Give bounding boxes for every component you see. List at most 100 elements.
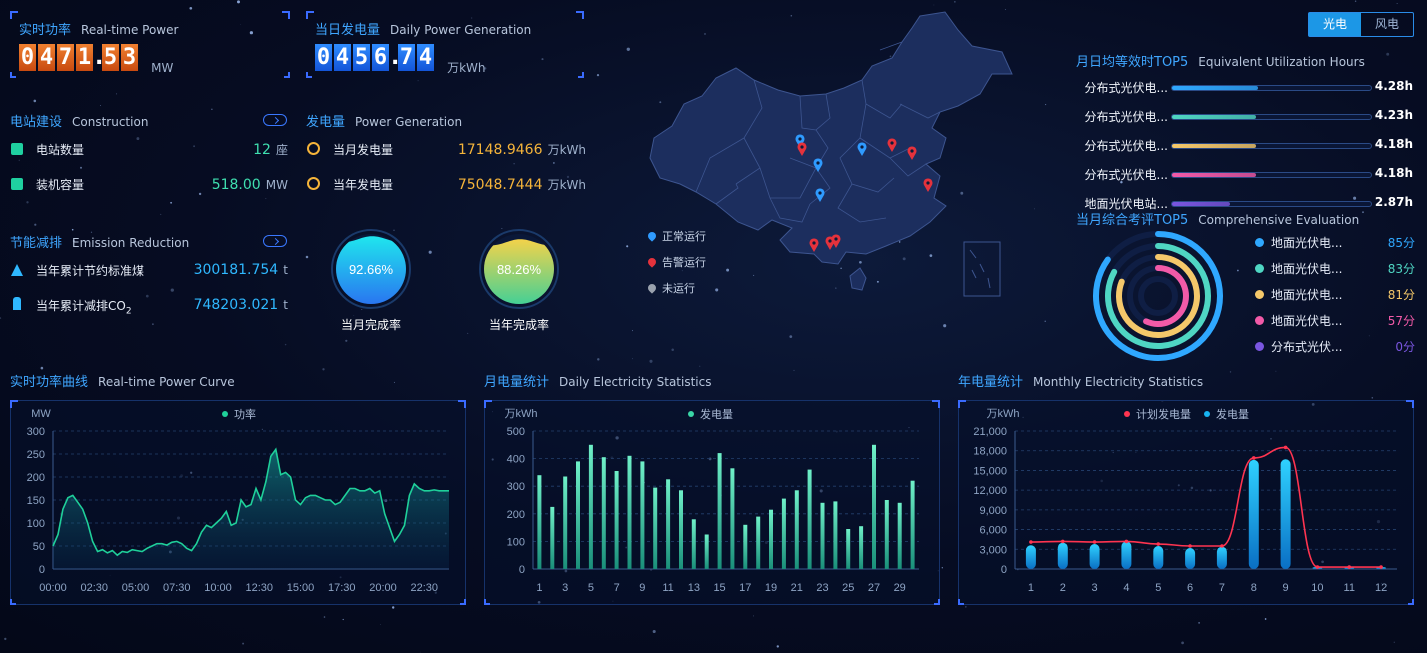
star (1264, 618, 1267, 620)
daily-bar (588, 444, 593, 569)
map-pin-center (816, 161, 820, 165)
star (193, 145, 196, 148)
legend-dot (1204, 411, 1210, 417)
pin-icon (646, 256, 658, 268)
planned-generation-point (1188, 544, 1192, 548)
top5-label: 分布式光伏电... (1084, 110, 1168, 124)
y-axis-label: MW (31, 408, 51, 420)
x-tick-label: 11 (662, 582, 673, 594)
daily-bar (910, 480, 915, 569)
realtime-curve-title-en: Real-time Power Curve (98, 375, 235, 389)
star (323, 616, 326, 618)
evaluation-legend-dot (1255, 264, 1264, 273)
daily-generation-title-en: Daily Power Generation (390, 23, 532, 37)
star (33, 99, 37, 103)
planned-generation-point (1379, 565, 1383, 569)
star (242, 642, 245, 645)
x-tick-label: 1 (1028, 582, 1034, 594)
daily-bar (717, 453, 722, 569)
star (18, 159, 20, 161)
emission-expand-toggle[interactable] (263, 235, 287, 247)
daily-stats-title-en: Daily Electricity Statistics (559, 375, 712, 389)
evaluation-label: 地面光伏电... (1271, 236, 1343, 250)
co2-reduction-value: 748203.021 (193, 297, 279, 313)
map-pin-icon (815, 188, 825, 202)
planned-generation-point (1124, 539, 1129, 544)
toggle-solar-button[interactable]: 光电 (1309, 13, 1361, 36)
construction-title-en: Construction (72, 115, 149, 129)
daily-bar (653, 487, 658, 569)
evaluation-value: 57分 (1387, 314, 1415, 328)
power-generation-title-en: Power Generation (355, 115, 463, 129)
star (428, 250, 432, 254)
yearly-completion-gauge: 88.26% (479, 229, 559, 309)
map-pin-icon (797, 142, 807, 156)
evaluation-ring-chart (1093, 231, 1223, 361)
daily-bar (743, 524, 748, 569)
y-tick-label: 0 (519, 564, 525, 576)
realtime-power-title: 实时功率 (19, 23, 72, 38)
map-pin-center (926, 181, 930, 185)
construction-expand-toggle[interactable] (263, 114, 287, 126)
x-tick-label: 15 (713, 582, 725, 594)
monthly-completion-gauge: 92.66% (331, 229, 411, 309)
star (652, 629, 656, 634)
legend-label: 发电量 (1216, 407, 1249, 421)
construction-title: 电站建设 (10, 115, 63, 130)
top5-bar-fill (1172, 173, 1256, 177)
star (145, 294, 149, 298)
x-tick-label: 21 (791, 582, 803, 594)
x-tick-label: 15:00 (287, 582, 315, 594)
star (632, 330, 633, 332)
daily-bar (691, 519, 696, 569)
y-tick-label: 6,000 (979, 525, 1007, 537)
star (776, 645, 779, 648)
x-tick-label: 07:30 (163, 582, 191, 594)
top5-value: 4.23h (1374, 108, 1413, 122)
province-borders (695, 41, 941, 223)
counter-decimal-point: . (391, 45, 400, 70)
monthly-stats-panel: 0 3,000 6,000 9,000 12,000 15,000 18,000 21,000… (958, 400, 1414, 605)
top5-row: 地面光伏电站... 2.87h (1078, 195, 1423, 215)
map-pin-icon (887, 138, 897, 152)
map-pin-icon (857, 142, 867, 156)
coal-saved-label: 当年累计节约标准煤 (36, 264, 145, 278)
star (671, 348, 674, 351)
china-station-map (649, 11, 1013, 297)
x-tick-label: 29 (894, 582, 906, 594)
x-tick-label: 5 (1155, 582, 1161, 594)
x-tick-label: 17 (739, 582, 751, 594)
realtime-curve-title: 实时功率曲线 (10, 375, 89, 390)
star (699, 365, 701, 367)
x-tick-label: 12 (1375, 582, 1387, 594)
daily-bar (614, 471, 619, 569)
star (933, 4, 935, 6)
evaluation-ring-arc (1116, 254, 1200, 338)
map-pin-icon (813, 158, 823, 172)
daily-bar (537, 475, 542, 569)
yearly-completion-fill (484, 239, 554, 304)
daily-bar (679, 490, 683, 569)
co2-reduction-unit: t (283, 298, 288, 312)
counter-digit: 7 (57, 44, 74, 71)
star (941, 567, 943, 569)
co2-icon (13, 297, 21, 310)
map-legend-offline-label: 未运行 (662, 282, 695, 295)
x-tick-label: 02:30 (80, 582, 108, 594)
evaluation-value: 81分 (1387, 288, 1415, 302)
x-tick-label: 4 (1123, 582, 1129, 594)
star (305, 255, 309, 259)
top5-bar (1171, 143, 1372, 149)
top5-row: 分布式光伏电... 4.23h (1078, 108, 1423, 128)
y-tick-label: 200 (507, 509, 525, 521)
capacity-icon (11, 178, 23, 190)
planned-generation-point (1283, 445, 1288, 450)
daily-bar (781, 498, 786, 569)
map-pin-center (910, 149, 914, 153)
evaluation-legend-dot (1255, 290, 1264, 299)
pin-icon (646, 282, 658, 294)
toggle-wind-button[interactable]: 风电 (1374, 17, 1399, 31)
star (80, 166, 82, 169)
star (1237, 269, 1239, 272)
monthly-completion-value: 92.66% (349, 262, 394, 277)
